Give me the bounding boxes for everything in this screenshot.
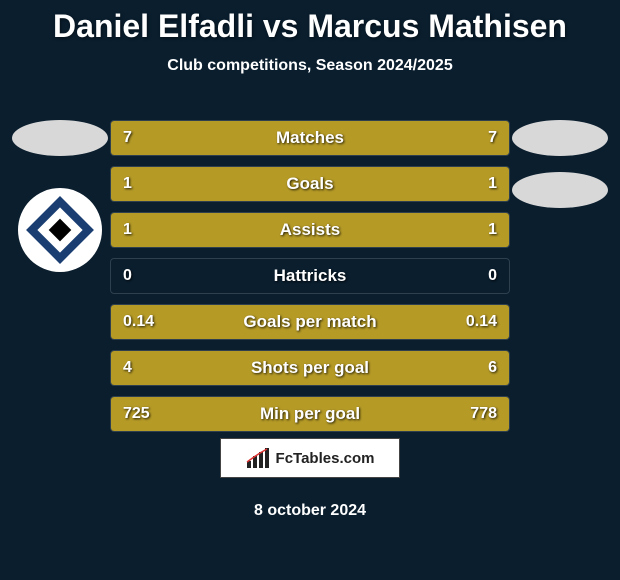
stat-row: 1Goals1 bbox=[110, 166, 510, 202]
stat-value-right: 7 bbox=[488, 129, 497, 147]
stat-label: Hattricks bbox=[111, 266, 509, 286]
date-text: 8 october 2024 bbox=[0, 502, 620, 520]
subtitle: Club competitions, Season 2024/2025 bbox=[0, 57, 620, 75]
club-badge-left bbox=[18, 188, 102, 272]
bar-chart-icon bbox=[246, 447, 272, 469]
stat-value-right: 0.14 bbox=[466, 313, 497, 331]
badge-diamond-icon bbox=[26, 196, 94, 264]
stat-value-right: 1 bbox=[488, 175, 497, 193]
page-title: Daniel Elfadli vs Marcus Mathisen bbox=[0, 0, 620, 45]
country-flag-right-2 bbox=[512, 172, 608, 208]
right-identity bbox=[512, 120, 608, 272]
stat-label: Matches bbox=[111, 128, 509, 148]
stat-value-right: 0 bbox=[488, 267, 497, 285]
stat-row: 725Min per goal778 bbox=[110, 396, 510, 432]
stat-row: 1Assists1 bbox=[110, 212, 510, 248]
stat-label: Min per goal bbox=[111, 404, 509, 424]
stat-value-right: 1 bbox=[488, 221, 497, 239]
country-flag-left bbox=[12, 120, 108, 156]
stat-row: 0Hattricks0 bbox=[110, 258, 510, 294]
stats-area: 7Matches71Goals11Assists10Hattricks00.14… bbox=[110, 120, 510, 432]
stat-label: Shots per goal bbox=[111, 358, 509, 378]
country-flag-right-1 bbox=[512, 120, 608, 156]
left-identity bbox=[12, 120, 108, 272]
stat-row: 0.14Goals per match0.14 bbox=[110, 304, 510, 340]
stat-label: Goals per match bbox=[111, 312, 509, 332]
stat-label: Assists bbox=[111, 220, 509, 240]
stat-row: 4Shots per goal6 bbox=[110, 350, 510, 386]
brand-badge: FcTables.com bbox=[220, 438, 400, 478]
stat-value-right: 778 bbox=[470, 405, 497, 423]
stat-label: Goals bbox=[111, 174, 509, 194]
comparison-card: Daniel Elfadli vs Marcus Mathisen Club c… bbox=[0, 0, 620, 580]
stat-value-right: 6 bbox=[488, 359, 497, 377]
stat-row: 7Matches7 bbox=[110, 120, 510, 156]
brand-text: FcTables.com bbox=[276, 450, 375, 467]
